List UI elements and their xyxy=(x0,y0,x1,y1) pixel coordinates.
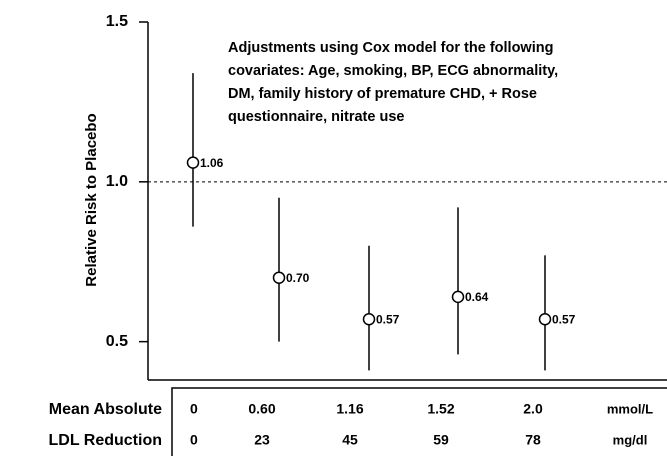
table-cell: 0.60 xyxy=(248,401,275,417)
unit-label: mmol/L xyxy=(607,401,653,416)
y-tick-label: 0.5 xyxy=(106,333,128,350)
point xyxy=(538,313,552,326)
table-cell: 78 xyxy=(525,432,541,448)
value-label: 0.57 xyxy=(376,312,400,326)
annotation: Adjustments using Cox model for the foll… xyxy=(228,40,553,56)
table-cell: 0 xyxy=(190,432,198,448)
y-axis-label: Relative Risk to Placebo xyxy=(83,113,100,286)
row-label: LDL Reduction xyxy=(49,432,162,449)
table-cell: 23 xyxy=(254,432,270,448)
annotation: covariates: Age, smoking, BP, ECG abnorm… xyxy=(228,63,558,79)
point xyxy=(272,271,286,284)
unit-label: mg/dl xyxy=(613,432,648,447)
value-label: 0.70 xyxy=(286,271,310,285)
table-cell: 1.16 xyxy=(336,401,363,417)
table-frame xyxy=(171,387,667,456)
table-cell: 1.52 xyxy=(427,401,454,417)
y-tick-label: 1.0 xyxy=(106,173,128,190)
annotation: DM, family history of premature CHD, + R… xyxy=(228,86,537,102)
value-label: 0.64 xyxy=(465,290,489,304)
point xyxy=(451,290,465,304)
table-cell: 0 xyxy=(190,401,198,417)
table-cell: 59 xyxy=(433,432,449,448)
y-tick-label: 1.5 xyxy=(106,13,128,30)
row-label: Mean Absolute xyxy=(49,401,162,418)
table-cell: 2.0 xyxy=(523,401,543,417)
point xyxy=(362,313,376,326)
point xyxy=(186,156,200,169)
annotation: questionnaire, nitrate use xyxy=(228,109,404,125)
table-cell: 45 xyxy=(342,432,358,448)
value-label: 0.57 xyxy=(552,312,576,326)
value-label: 1.06 xyxy=(200,156,224,170)
